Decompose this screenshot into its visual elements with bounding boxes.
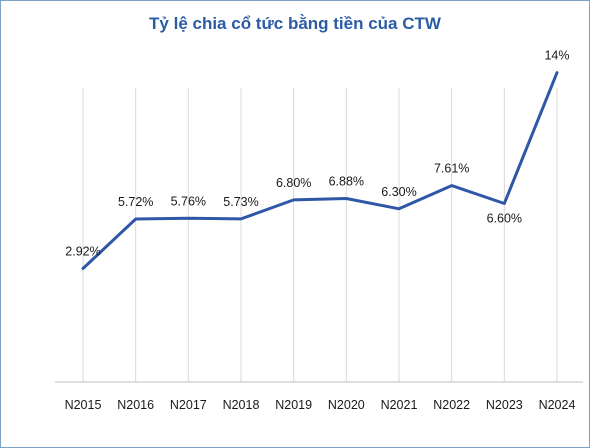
chart-title: Tỷ lệ chia cổ tức bằng tiền của CTW [149, 14, 441, 33]
data-labels: 2.92% 5.72% 5.76% 5.73% 6.80% 6.88% 6.30% 7.61%… [65, 49, 569, 259]
x-tick-label-N2024: N2024 [539, 398, 576, 412]
data-label-N2018: 5.73% [223, 195, 258, 209]
data-label-N2017: 5.76% [171, 194, 206, 208]
data-label-N2016: 5.72% [118, 195, 153, 209]
data-label-N2022: 7.61% [434, 162, 469, 176]
gridlines [82, 88, 558, 382]
x-tick-labels: N2015 N2016 N2017 N2018 N2019 N2020 N2021 N2022… [65, 398, 576, 412]
x-tick-label-N2018: N2018 [223, 398, 260, 412]
data-label-N2024: 14% [544, 49, 569, 63]
x-tick-label-N2022: N2022 [433, 398, 470, 412]
series-line [81, 71, 559, 270]
x-tick-label-N2017: N2017 [170, 398, 207, 412]
x-tick-label-N2015: N2015 [65, 398, 102, 412]
data-label-N2015: 2.92% [65, 245, 100, 259]
x-tick-label-N2019: N2019 [275, 398, 312, 412]
x-tick-label-N2023: N2023 [486, 398, 523, 412]
x-tick-label-N2021: N2021 [381, 398, 418, 412]
data-label-N2021: 6.30% [381, 185, 416, 199]
x-tick-label-N2016: N2016 [117, 398, 154, 412]
data-label-N2023: 6.60% [487, 211, 522, 225]
x-tick-label-N2020: N2020 [328, 398, 365, 412]
data-label-N2020: 6.88% [329, 175, 364, 189]
data-label-N2019: 6.80% [276, 176, 311, 190]
